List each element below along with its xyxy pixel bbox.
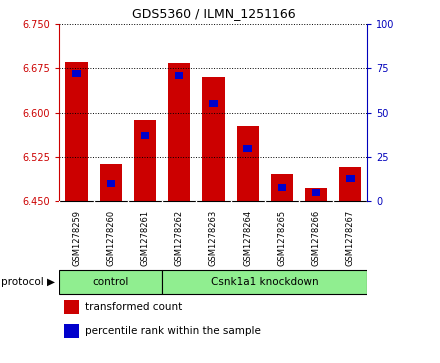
Bar bbox=[305, 188, 327, 201]
Bar bbox=[162, 270, 367, 294]
Text: GSM1278260: GSM1278260 bbox=[106, 209, 115, 266]
Title: GDS5360 / ILMN_1251166: GDS5360 / ILMN_1251166 bbox=[132, 7, 295, 20]
Text: protocol ▶: protocol ▶ bbox=[1, 277, 55, 287]
Text: GSM1278265: GSM1278265 bbox=[277, 209, 286, 266]
Text: transformed count: transformed count bbox=[85, 302, 183, 312]
Text: GSM1278259: GSM1278259 bbox=[72, 209, 81, 265]
Bar bbox=[312, 189, 320, 196]
Bar bbox=[339, 167, 361, 201]
Bar bbox=[72, 70, 81, 77]
Bar bbox=[106, 180, 115, 187]
Bar bbox=[278, 184, 286, 191]
Text: GSM1278266: GSM1278266 bbox=[312, 209, 321, 266]
Text: GSM1278261: GSM1278261 bbox=[140, 209, 150, 266]
Bar bbox=[64, 300, 79, 314]
Bar bbox=[64, 324, 79, 338]
Bar bbox=[243, 144, 252, 152]
Text: control: control bbox=[92, 277, 129, 287]
Text: GSM1278264: GSM1278264 bbox=[243, 209, 252, 266]
Bar bbox=[168, 63, 190, 201]
Bar bbox=[202, 77, 224, 201]
Bar bbox=[141, 132, 149, 139]
Text: GSM1278262: GSM1278262 bbox=[175, 209, 183, 266]
Bar bbox=[209, 100, 218, 107]
Bar bbox=[175, 72, 183, 79]
Bar bbox=[237, 126, 259, 201]
Text: GSM1278267: GSM1278267 bbox=[346, 209, 355, 266]
Text: GSM1278263: GSM1278263 bbox=[209, 209, 218, 266]
Bar bbox=[134, 120, 156, 201]
Text: percentile rank within the sample: percentile rank within the sample bbox=[85, 326, 261, 336]
Bar bbox=[66, 62, 88, 201]
Text: Csnk1a1 knockdown: Csnk1a1 knockdown bbox=[211, 277, 319, 287]
Bar bbox=[59, 270, 162, 294]
Bar bbox=[99, 164, 122, 201]
Bar bbox=[271, 174, 293, 201]
Bar bbox=[346, 175, 355, 182]
